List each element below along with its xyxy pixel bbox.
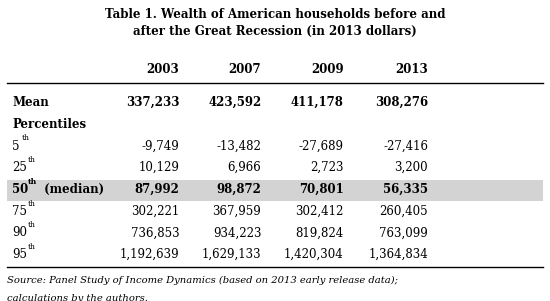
Text: Percentiles: Percentiles [12, 118, 86, 131]
Text: 411,178: 411,178 [290, 96, 343, 109]
Text: th: th [28, 156, 36, 164]
Text: 1,629,133: 1,629,133 [202, 248, 261, 261]
Text: 2013: 2013 [395, 63, 428, 76]
Text: Mean: Mean [12, 96, 49, 109]
Text: 3,200: 3,200 [394, 161, 428, 174]
Text: 736,853: 736,853 [130, 226, 179, 240]
Text: calculations by the authors.: calculations by the authors. [7, 293, 148, 301]
Text: -27,416: -27,416 [383, 139, 428, 153]
Text: -9,749: -9,749 [141, 139, 179, 153]
Text: 2,723: 2,723 [310, 161, 343, 174]
Text: 25: 25 [12, 161, 27, 174]
Text: 819,824: 819,824 [295, 226, 343, 240]
Text: 308,276: 308,276 [375, 96, 428, 109]
Text: 423,592: 423,592 [208, 96, 261, 109]
Text: th: th [28, 200, 36, 208]
Text: 56,335: 56,335 [383, 183, 428, 196]
Text: (median): (median) [40, 183, 104, 196]
Text: th: th [28, 243, 36, 251]
Text: 10,129: 10,129 [139, 161, 179, 174]
Text: th: th [21, 134, 30, 142]
Text: Table 1. Wealth of American households before and: Table 1. Wealth of American households b… [104, 8, 446, 21]
FancyBboxPatch shape [7, 180, 543, 201]
Text: 70,801: 70,801 [299, 183, 343, 196]
Text: -27,689: -27,689 [299, 139, 343, 153]
Text: 337,233: 337,233 [126, 96, 179, 109]
Text: 1,192,639: 1,192,639 [119, 248, 179, 261]
Text: 95: 95 [12, 248, 28, 261]
Text: 75: 75 [12, 205, 28, 218]
Text: 1,420,304: 1,420,304 [284, 248, 343, 261]
Text: 2007: 2007 [229, 63, 261, 76]
Text: 6,966: 6,966 [228, 161, 261, 174]
Text: 1,364,834: 1,364,834 [368, 248, 428, 261]
Text: 763,099: 763,099 [379, 226, 428, 240]
Text: 2009: 2009 [311, 63, 343, 76]
Text: -13,482: -13,482 [217, 139, 261, 153]
Text: 934,223: 934,223 [213, 226, 261, 240]
Text: 2003: 2003 [146, 63, 179, 76]
Text: 302,221: 302,221 [131, 205, 179, 218]
Text: Source: Panel Study of Income Dynamics (based on 2013 early release data);: Source: Panel Study of Income Dynamics (… [7, 276, 398, 285]
Text: 87,992: 87,992 [134, 183, 179, 196]
Text: 50: 50 [12, 183, 29, 196]
Text: th: th [28, 221, 36, 229]
Text: 5: 5 [12, 139, 20, 153]
Text: 367,959: 367,959 [212, 205, 261, 218]
Text: after the Great Recession (in 2013 dollars): after the Great Recession (in 2013 dolla… [133, 24, 417, 38]
Text: 260,405: 260,405 [379, 205, 428, 218]
Text: th: th [28, 178, 37, 186]
Text: 90: 90 [12, 226, 28, 240]
Text: 302,412: 302,412 [295, 205, 343, 218]
Text: 98,872: 98,872 [217, 183, 261, 196]
